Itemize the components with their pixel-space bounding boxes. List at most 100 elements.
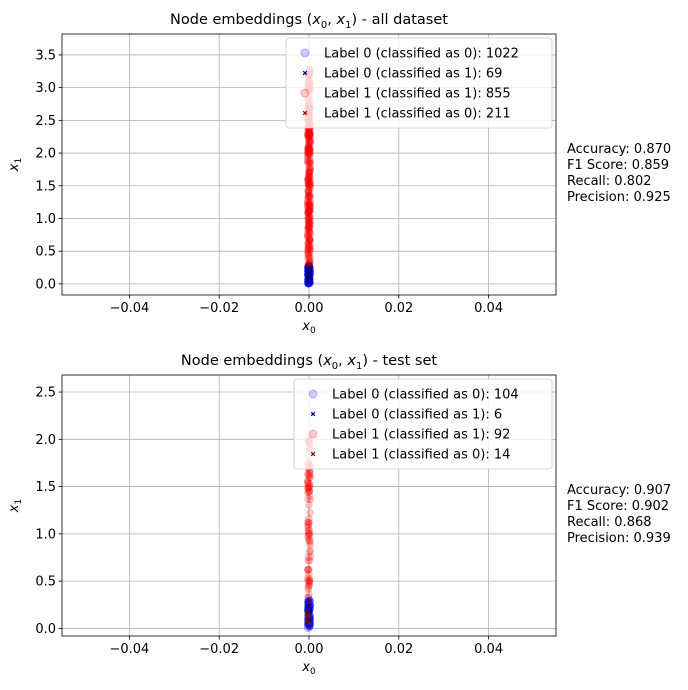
x-tick-label: −0.02 [199, 301, 239, 316]
panel-all-dataset: −0.04 −0.02 0.00 0.02 0.04 0.0 0.5 1.0 1.5 2.0 2.5… [7, 12, 671, 336]
point-label1-as1 [305, 565, 313, 574]
point-label0-as1 [307, 279, 313, 284]
point-label1-as1 [305, 205, 313, 213]
point-label1-as1 [306, 216, 314, 225]
legend: Label 0 (classified as 0): 104 Label 0 (c… [293, 378, 553, 470]
point-label1-as1 [304, 176, 313, 184]
point-label1-as1 [304, 133, 313, 141]
point-label1-as1 [305, 241, 313, 250]
point-label1-as1 [304, 192, 313, 201]
point-label1-as1 [306, 538, 314, 547]
point-label1-as1 [304, 208, 312, 217]
point-label1-as1 [304, 251, 312, 259]
point-label1-as1 [305, 246, 313, 254]
point-label1-as1 [306, 180, 314, 188]
point-label1-as1 [305, 144, 313, 153]
point-label1-as1 [306, 184, 314, 192]
point-label1-as1 [306, 213, 314, 221]
point-label1-as1 [305, 138, 313, 147]
y-tick-label: 1.5 [35, 480, 56, 495]
x-tick-label: 0.02 [384, 301, 413, 316]
point-label1-as1 [304, 148, 313, 157]
point-label1-as1 [305, 142, 313, 150]
point-label1-as1 [306, 202, 314, 211]
legend-marker [302, 70, 308, 76]
point-label1-as1 [305, 146, 313, 154]
point-label1-as1 [305, 182, 313, 191]
point-label1-as1 [305, 170, 313, 179]
point-label1-as1 [305, 188, 313, 197]
point-label1-as1 [303, 230, 312, 238]
point-label1-as1 [305, 143, 313, 151]
point-label1-as1 [305, 581, 314, 590]
metric-text: Precision: 0.925 [567, 190, 671, 205]
point-label1-as1 [304, 239, 312, 248]
point-label1-as1 [305, 483, 314, 492]
point-label1-as1 [306, 139, 314, 147]
point-label1-as1 [305, 227, 313, 236]
point-label1-as1 [305, 187, 313, 195]
point-label1-as1 [306, 546, 314, 555]
metric-text: Recall: 0.868 [567, 515, 652, 530]
legend-entry: Label 0 (classified as 1): 6 [332, 408, 502, 423]
point-label1-as1 [306, 149, 314, 158]
point-label1-as1 [304, 223, 313, 231]
x-tick-label: 0.02 [384, 642, 413, 657]
point-label1-as1 [305, 487, 313, 496]
point-label1-as1 [306, 147, 314, 156]
point-label0-as1 [305, 278, 310, 283]
point-label1-as1 [305, 141, 314, 149]
point-label1-as1 [304, 148, 312, 156]
x-axis-label: x0 [301, 319, 316, 336]
legend-marker [300, 88, 310, 98]
point-label1-as1 [304, 150, 312, 158]
point-label1-as1 [304, 175, 312, 183]
point-label1-as1 [306, 541, 314, 549]
point-label1-as1 [304, 246, 313, 254]
point-label1-as1 [304, 476, 312, 485]
point-label1-as1 [304, 529, 313, 537]
point-label1-as1 [304, 478, 312, 486]
point-label1-as1 [305, 189, 313, 198]
point-label1-as1 [305, 150, 313, 158]
point-label1-as1 [305, 222, 313, 231]
metric-text: Precision: 0.939 [567, 531, 671, 546]
point-label1-as1 [304, 245, 312, 253]
point-label1-as1 [306, 202, 314, 210]
point-label1-as1 [304, 180, 313, 189]
point-label1-as1 [306, 217, 314, 226]
point-label1-as1 [304, 484, 313, 493]
point-label1-as1 [304, 251, 313, 259]
legend-entry: Label 1 (classified as 1): 855 [324, 87, 511, 102]
y-tick-label: 2.5 [35, 114, 56, 129]
y-tick-label: 2.5 [35, 386, 56, 401]
point-label1-as1 [305, 220, 313, 229]
point-label0-as0 [306, 596, 314, 604]
point-label1-as1 [306, 202, 314, 210]
point-label1-as1 [306, 159, 314, 168]
point-label1-as1 [304, 171, 313, 179]
point-label1-as1 [304, 249, 312, 258]
point-label1-as1 [305, 164, 314, 172]
point-label1-as1 [306, 206, 314, 214]
x-tick-label: 0.04 [474, 301, 503, 316]
point-label1-as1 [305, 179, 313, 187]
point-label1-as1 [305, 209, 313, 217]
point-label1-as1 [305, 171, 313, 179]
legend: Label 0 (classified as 0): 1022 Label 0 (… [285, 37, 553, 129]
point-label1-as1 [305, 158, 313, 166]
point-label1-as1 [305, 219, 313, 227]
point-label1-as1 [305, 177, 313, 185]
point-label1-as1 [304, 214, 313, 223]
y-tick-label: 2.0 [35, 147, 56, 162]
point-label1-as1 [306, 137, 315, 146]
point-label1-as1 [306, 151, 314, 159]
x-axis-label: x0 [301, 660, 316, 677]
panel-test-set: −0.04 −0.02 0.00 0.02 0.04 0.0 0.5 1.0 1.5 2.0 2.5… [7, 353, 671, 677]
point-label1-as1 [305, 176, 313, 184]
point-label1-as0 [307, 599, 313, 605]
point-label1-as1 [305, 570, 313, 578]
point-label1-as1 [306, 537, 314, 545]
x-tick-label: 0.04 [474, 642, 503, 657]
point-label1-as1 [306, 529, 314, 538]
